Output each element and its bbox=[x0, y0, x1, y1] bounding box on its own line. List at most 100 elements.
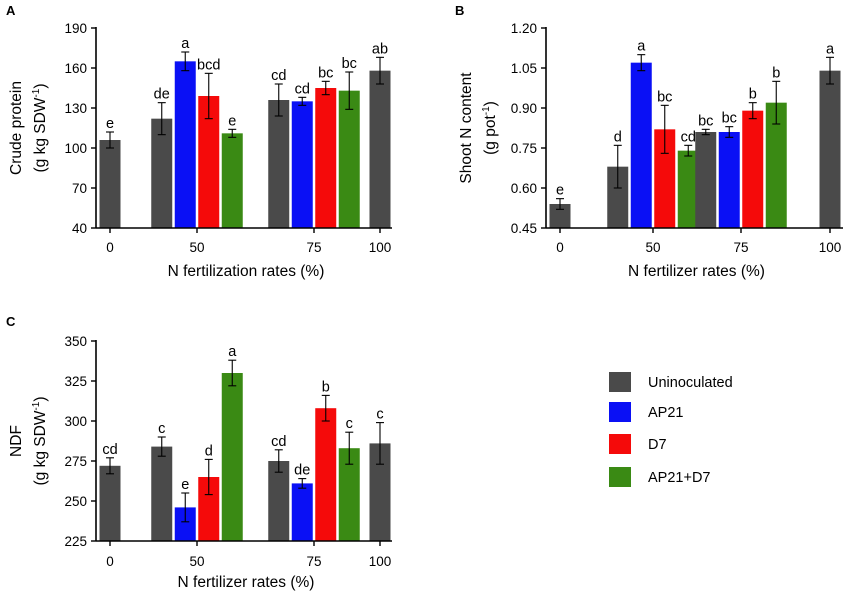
bar-50-uninoculated bbox=[151, 118, 173, 228]
y-axis-unit-text: (g pot bbox=[482, 115, 499, 155]
x-tick-label: 50 bbox=[189, 554, 204, 569]
bar-75-uninoculated bbox=[268, 100, 290, 228]
significance-label: bc bbox=[722, 111, 737, 127]
bar-75-d7 bbox=[315, 408, 337, 541]
bar-75-ap21-d7 bbox=[338, 90, 360, 229]
bar-100-uninoculated bbox=[369, 443, 391, 541]
bar-50-ap21 bbox=[174, 61, 196, 229]
x-tick-label: 100 bbox=[369, 554, 392, 569]
y-axis-unit-text: (g kg SDW bbox=[32, 97, 49, 172]
y-tick-label: 70 bbox=[72, 181, 87, 196]
significance-label: c bbox=[376, 407, 383, 423]
significance-label: a bbox=[637, 39, 646, 55]
significance-label: c bbox=[346, 416, 353, 432]
bar-50-ap21 bbox=[630, 62, 652, 228]
bar-75-d7 bbox=[742, 110, 764, 228]
legend-label: AP21+D7 bbox=[648, 470, 710, 486]
significance-label: de bbox=[294, 463, 310, 479]
bar-50-ap21 bbox=[174, 507, 196, 541]
error-bar bbox=[613, 144, 622, 189]
y-tick-label: 225 bbox=[64, 534, 87, 549]
bar-0-uninoculated bbox=[99, 140, 121, 228]
error-bar bbox=[204, 458, 213, 496]
significance-label: d bbox=[205, 443, 213, 459]
panel-letter: A bbox=[6, 3, 16, 18]
significance-label: cd bbox=[271, 68, 286, 84]
significance-label: e bbox=[181, 477, 189, 493]
y-tick-label: 350 bbox=[64, 334, 87, 349]
significance-label: cd bbox=[681, 129, 696, 145]
error-bar bbox=[106, 131, 114, 149]
significance-label: cd bbox=[295, 81, 310, 97]
error-bar bbox=[321, 394, 330, 422]
y-axis-unit-close: ) bbox=[32, 396, 49, 401]
significance-label: de bbox=[154, 87, 170, 103]
y-tick-label: 130 bbox=[64, 101, 87, 116]
bar-75-ap21 bbox=[291, 483, 313, 541]
bar-75-d7 bbox=[315, 88, 337, 228]
error-bar bbox=[684, 144, 693, 157]
error-bar bbox=[298, 96, 307, 106]
y-tick-label: 0.60 bbox=[511, 181, 537, 196]
y-axis-title: NDF bbox=[8, 425, 25, 457]
x-tick-label: 50 bbox=[645, 240, 660, 255]
error-bar bbox=[376, 422, 384, 465]
significance-label: b bbox=[749, 87, 757, 103]
error-bar bbox=[376, 56, 384, 85]
error-bar bbox=[772, 80, 781, 125]
error-bar bbox=[204, 72, 213, 120]
error-bar bbox=[725, 126, 734, 138]
legend-label: Uninoculated bbox=[648, 375, 733, 391]
y-tick-label: 1.05 bbox=[511, 61, 537, 76]
bar-50-d7 bbox=[198, 477, 220, 541]
error-bar bbox=[181, 492, 190, 523]
y-tick-label: 0.90 bbox=[511, 101, 537, 116]
y-tick-label: 250 bbox=[64, 494, 87, 509]
significance-label: b bbox=[322, 379, 330, 395]
y-axis-unit-superscript: -1 bbox=[31, 88, 42, 97]
error-bar bbox=[637, 54, 646, 72]
bar-75-ap21 bbox=[291, 101, 313, 228]
significance-label: a bbox=[181, 36, 190, 52]
y-tick-label: 300 bbox=[64, 414, 87, 429]
legend-label: AP21 bbox=[648, 405, 683, 421]
y-tick-label: 0.75 bbox=[511, 141, 537, 156]
legend-swatch-d7 bbox=[609, 434, 631, 454]
y-axis-title: Shoot N content bbox=[458, 72, 475, 184]
significance-label: e bbox=[106, 116, 114, 132]
error-bar bbox=[321, 80, 330, 96]
significance-label: bc bbox=[342, 56, 357, 72]
bar-75-ap21-d7 bbox=[338, 448, 360, 541]
error-bar bbox=[345, 71, 354, 110]
legend-swatch-ap21 bbox=[609, 402, 631, 422]
x-tick-label: 100 bbox=[369, 240, 392, 255]
bar-75-uninoculated bbox=[268, 461, 290, 541]
error-bar bbox=[826, 56, 834, 85]
y-tick-label: 1.20 bbox=[511, 21, 537, 36]
error-bar bbox=[748, 102, 757, 120]
error-bar bbox=[660, 104, 669, 154]
significance-label: ab bbox=[372, 41, 388, 57]
y-axis-unit: (g kg SDW-1) bbox=[31, 83, 49, 172]
bar-75-uninoculated bbox=[695, 132, 717, 228]
significance-label: bc bbox=[318, 65, 333, 81]
error-bar bbox=[181, 51, 190, 72]
x-tick-label: 0 bbox=[106, 554, 114, 569]
legend-swatch-ap21-d7 bbox=[609, 467, 631, 487]
x-tick-label: 50 bbox=[189, 240, 204, 255]
significance-label: cd bbox=[102, 442, 117, 458]
y-axis-unit: (g pot-1) bbox=[481, 101, 499, 155]
error-bar bbox=[701, 128, 710, 136]
y-tick-label: 325 bbox=[64, 374, 87, 389]
significance-label: e bbox=[228, 113, 236, 129]
y-tick-label: 275 bbox=[64, 454, 87, 469]
bar-75-ap21 bbox=[718, 132, 740, 228]
x-axis-title: N fertilizer rates (%) bbox=[628, 263, 765, 280]
x-tick-label: 75 bbox=[306, 554, 321, 569]
significance-label: d bbox=[614, 129, 622, 145]
legend-label: D7 bbox=[648, 437, 667, 453]
y-tick-label: 190 bbox=[64, 21, 87, 36]
